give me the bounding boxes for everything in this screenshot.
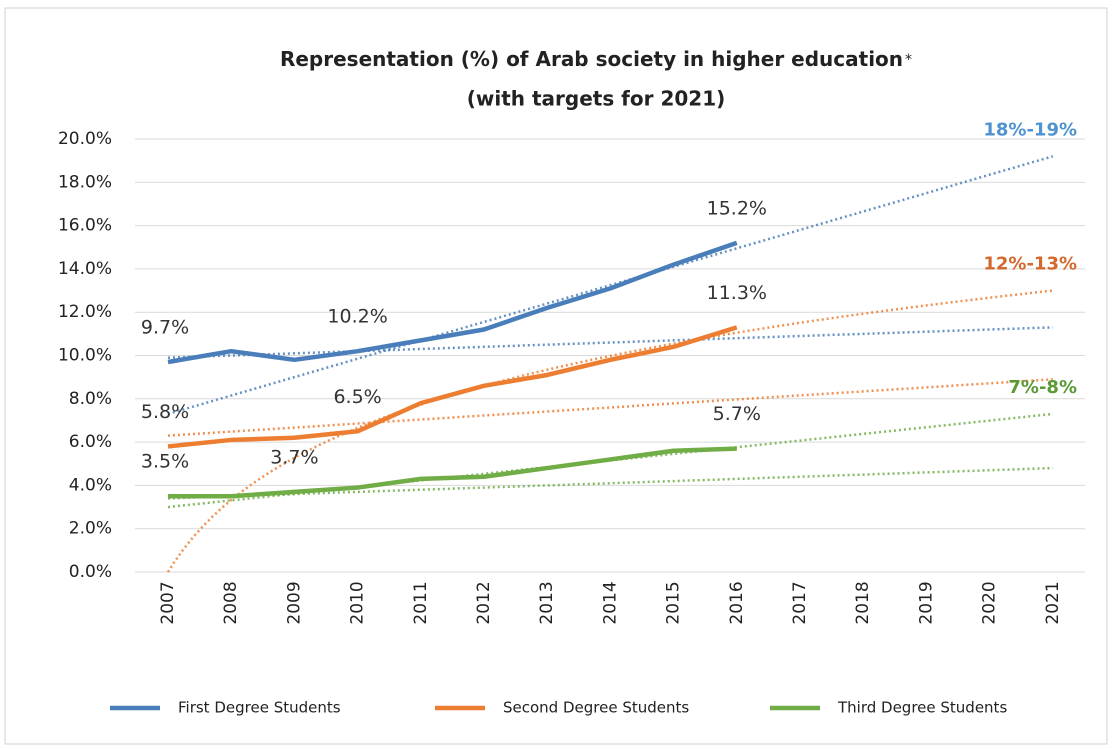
title-text: Representation (%) of Arab society in hi… [280,47,903,71]
x-tick-label: 2011 [411,581,431,624]
chart-frame [4,7,1108,745]
trend-line [166,289,1053,573]
y-tick-label: 16.0% [58,216,112,236]
y-tick-label: 14.0% [58,259,112,279]
x-tick-label: 2021 [1043,581,1063,624]
data-label: 3.7% [270,446,318,468]
y-tick-label: 12.0% [58,302,112,322]
target-label: 12%-13% [983,254,1077,275]
chart-title: Representation (%) of Arab society in hi… [280,47,912,71]
x-tick-label: 2013 [537,581,557,624]
x-tick-label: 2007 [158,581,178,624]
x-tick-label: 2019 [916,581,936,624]
x-tick-label: 2016 [727,581,747,624]
x-tick-label: 2010 [348,581,368,624]
target-label: 7%-8% [1008,377,1077,398]
x-tick-label: 2014 [600,581,620,624]
title-mark: * [905,52,912,68]
data-label: 15.2% [707,197,767,219]
trend-line [167,412,1053,509]
x-tick-label: 2008 [221,581,241,624]
y-tick-label: 0.0% [69,562,112,582]
chart-subtitle: (with targets for 2021) [467,87,726,111]
x-tick-label: 2018 [853,581,873,624]
legend-label: Third Degree Students [837,699,1007,717]
series-line [168,446,737,499]
series-line [167,325,738,449]
y-tick-label: 8.0% [69,389,112,409]
y-tick-label: 4.0% [69,475,112,495]
series-line [167,240,738,365]
x-tick-label: 2009 [284,581,304,624]
data-label: 11.3% [707,282,767,304]
x-tick-label: 2020 [980,581,1000,624]
data-label: 10.2% [327,306,387,328]
y-tick-label: 2.0% [69,519,112,539]
x-tick-label: 2012 [474,581,494,624]
data-label: 9.7% [141,316,189,338]
data-label: 5.7% [713,403,761,425]
x-tick-label: 2015 [664,581,684,624]
data-label: 3.5% [141,451,189,473]
data-label: 6.5% [333,386,381,408]
y-tick-label: 18.0% [58,172,112,192]
y-tick-label: 6.0% [69,432,112,452]
trend-line [167,155,1054,416]
y-tick-label: 10.0% [58,346,112,366]
legend-label: First Degree Students [178,699,341,717]
x-tick-label: 2017 [790,581,810,624]
target-label: 18%-19% [983,119,1077,140]
data-label: 5.8% [141,401,189,423]
y-tick-label: 20.0% [58,129,112,149]
legend-label: Second Degree Students [503,699,689,717]
